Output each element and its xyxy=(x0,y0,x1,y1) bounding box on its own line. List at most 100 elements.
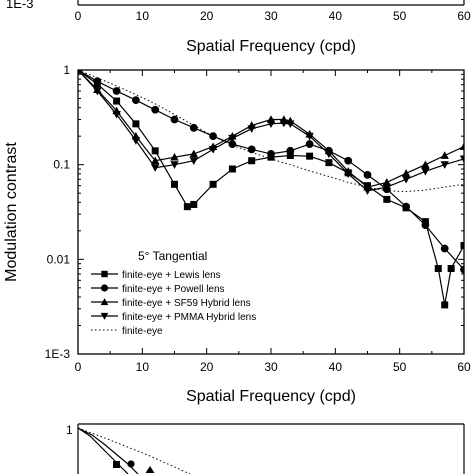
legend-swatch-marker xyxy=(100,312,109,320)
data-point xyxy=(78,70,81,75)
data-point xyxy=(247,125,256,133)
legend-swatch-marker xyxy=(100,298,109,306)
data-point xyxy=(266,120,276,129)
bottom-curve-b xyxy=(77,427,139,474)
x-tick-labels: 0 10 20 30 40 50 60 xyxy=(75,360,471,374)
legend-label: finite-eye + PMMA Hybrid lens xyxy=(122,312,256,323)
data-point xyxy=(228,134,237,143)
data-point xyxy=(170,115,179,124)
legend-entry: finite-eye xyxy=(91,326,163,337)
data-point xyxy=(93,87,102,96)
top-x-tick-label: 60 xyxy=(457,9,471,23)
data-point xyxy=(151,156,160,165)
bottom-curve-dotted xyxy=(77,427,191,474)
data-point xyxy=(460,241,464,249)
x-tick-label: 30 xyxy=(264,360,278,374)
data-point xyxy=(112,87,121,95)
bottom-marker-circle xyxy=(127,460,135,468)
y-tick-label: 1E-3 xyxy=(45,347,71,361)
data-point xyxy=(189,157,198,165)
x-tick-label: 0 xyxy=(75,360,82,374)
data-point xyxy=(247,145,256,154)
series-1 xyxy=(78,70,464,274)
legend-label: finite-eye + Lewis lens xyxy=(122,270,221,281)
x-tick-label: 60 xyxy=(457,360,471,374)
panel-annotation: 5° Tangential xyxy=(138,249,207,263)
legend-entry: finite-eye + Lewis lens xyxy=(91,270,221,281)
data-point xyxy=(421,167,430,176)
data-point xyxy=(383,195,391,203)
data-point xyxy=(248,157,256,165)
bottom-marker-triangle xyxy=(145,466,155,473)
legend-label: finite-eye xyxy=(122,326,163,337)
bottom-ytick-label: 1 xyxy=(66,423,73,437)
y-axis-title: Modulation contrast xyxy=(3,142,20,282)
series-line xyxy=(78,70,464,193)
data-point xyxy=(171,180,178,188)
y-tick-labels: 1 0.1 0.01 1E-3 xyxy=(45,63,71,361)
legend-swatch-marker xyxy=(100,284,109,292)
series-4 xyxy=(78,70,464,193)
series-3 xyxy=(78,70,464,195)
top-ytick-label: 1E-3 xyxy=(6,0,33,11)
data-point xyxy=(363,170,372,179)
data-point xyxy=(286,151,294,159)
data-point xyxy=(421,160,430,169)
x-tick-label: 40 xyxy=(329,360,343,374)
data-point xyxy=(208,146,218,154)
main-panel: 1 0.1 0.01 1E-3 0 10 20 30 40 50 60 Modulation co… xyxy=(3,63,471,405)
legend-entry: finite-eye + SF59 Hybrid lens xyxy=(91,298,251,309)
data-point xyxy=(170,152,179,161)
top-x-tick-label: 10 xyxy=(136,9,150,23)
data-point xyxy=(151,147,159,155)
data-point xyxy=(189,149,198,158)
legend-entry: finite-eye + Powell lens xyxy=(91,284,225,295)
top-x-axis-title: Spatial Frequency (cpd) xyxy=(186,38,356,55)
legend-swatch-marker xyxy=(101,270,108,278)
series-line xyxy=(78,70,464,306)
data-point xyxy=(344,170,353,179)
data-point xyxy=(183,203,191,211)
data-point xyxy=(401,169,411,177)
bottom-panel: 1 xyxy=(66,423,465,474)
data-point xyxy=(344,156,353,165)
top-x-tick-label: 20 xyxy=(200,9,214,23)
series-2 xyxy=(78,70,464,191)
legend-label: finite-eye + Powell lens xyxy=(122,284,225,295)
data-point xyxy=(440,151,449,159)
data-point xyxy=(190,200,198,208)
top-x-tick-label: 40 xyxy=(329,9,343,23)
x-axis-title: Spatial Frequency (cpd) xyxy=(186,388,356,405)
x-tick-label: 20 xyxy=(200,360,214,374)
axis-ticks xyxy=(77,69,465,355)
legend-entry: finite-eye + PMMA Hybrid lens xyxy=(91,312,256,323)
top-x-tick-label: 30 xyxy=(264,9,278,23)
data-point xyxy=(112,110,121,119)
data-point xyxy=(286,146,295,155)
data-point xyxy=(286,120,295,129)
data-point xyxy=(209,132,218,141)
data-point xyxy=(305,132,314,141)
data-point xyxy=(228,140,237,148)
data-point xyxy=(209,180,217,188)
data-point xyxy=(440,161,449,169)
data-point xyxy=(189,123,198,132)
data-point xyxy=(441,301,449,309)
data-point xyxy=(401,175,411,184)
data-point xyxy=(363,187,372,195)
top-x-tick-label: 50 xyxy=(393,9,407,23)
data-point xyxy=(132,96,140,105)
y-tick-label: 1 xyxy=(63,63,70,77)
data-point xyxy=(460,265,464,274)
data-point xyxy=(402,202,410,211)
data-point xyxy=(151,105,160,114)
x-tick-label: 50 xyxy=(393,360,407,374)
top-panel: 1E-3 0 10 20 30 40 50 60 Spatial Frequency (cp… xyxy=(6,0,471,55)
data-point xyxy=(421,221,430,229)
data-point xyxy=(447,265,455,273)
data-point xyxy=(279,119,289,128)
series-layer xyxy=(78,70,464,309)
data-point xyxy=(132,120,140,128)
series-line xyxy=(78,70,464,188)
